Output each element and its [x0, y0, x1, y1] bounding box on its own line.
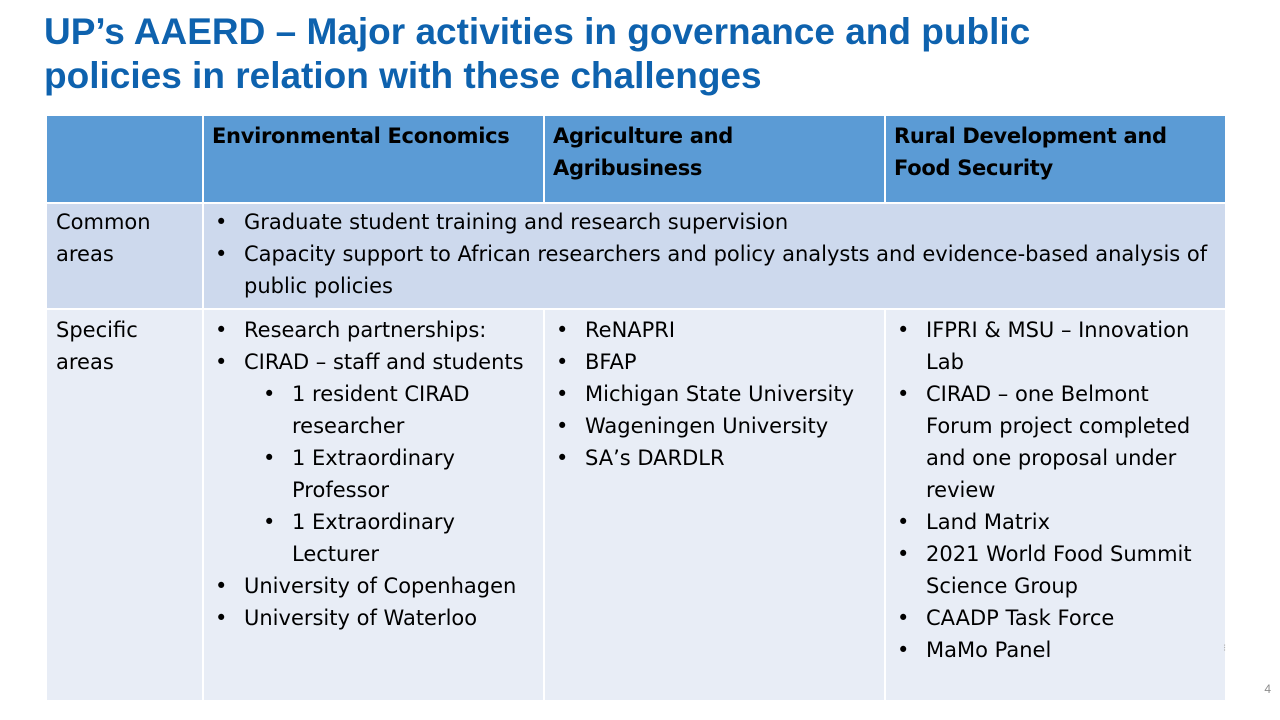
list-item: BFAP [553, 346, 876, 378]
rural-list: IFPRI & MSU – Innovation LabCIRAD – one … [894, 314, 1217, 666]
common-areas-row: Common areas Graduate student training a… [45, 202, 1227, 310]
list-item: IFPRI & MSU – Innovation Lab [894, 314, 1217, 378]
list-item: SA’s DARDLR [553, 442, 876, 474]
env-econ-list: Research partnerships:CIRAD – staff and … [212, 314, 535, 634]
agri-cell: ReNAPRIBFAPMichigan State UniversityWage… [543, 308, 886, 702]
list-item: CAADP Task Force [894, 602, 1217, 634]
table-header-row: Environmental Economics Agriculture and … [45, 114, 1227, 204]
activities-table: Environmental Economics Agriculture and … [45, 114, 1227, 702]
list-item: Land Matrix [894, 506, 1217, 538]
agri-list: ReNAPRIBFAPMichigan State UniversityWage… [553, 314, 876, 474]
sub-list-item: 1 resident CIRAD researcher [212, 378, 535, 442]
list-item: Michigan State University [553, 378, 876, 410]
header-cell-empty [45, 114, 204, 204]
header-environmental-economics: Environmental Economics [202, 114, 545, 204]
list-item: MaMo Panel [894, 634, 1217, 666]
edge-dots: ⁝ [1223, 643, 1227, 654]
list-item: University of Copenhagen [212, 570, 535, 602]
slide-title: UP’s AAERD – Major activities in governa… [44, 10, 1244, 98]
slide-title-line-1: UP’s AAERD – Major activities in governa… [44, 11, 1031, 52]
list-item: Graduate student training and research s… [212, 206, 1217, 238]
slide-title-line-2: policies in relation with these challeng… [44, 55, 762, 96]
specific-areas-row: Specific areas Research partnerships:CIR… [45, 308, 1227, 702]
common-areas-list: Graduate student training and research s… [212, 206, 1217, 302]
common-areas-label: Common areas [45, 202, 204, 310]
list-item: CIRAD – one Belmont Forum project comple… [894, 378, 1217, 506]
list-item: University of Waterloo [212, 602, 535, 634]
sub-list-item: 1 Extraordinary Lecturer [212, 506, 535, 570]
page-number: 4 [1264, 682, 1271, 696]
list-item: Wageningen University [553, 410, 876, 442]
common-areas-cell: Graduate student training and research s… [202, 202, 1227, 310]
list-item: ReNAPRI [553, 314, 876, 346]
header-rural-development: Rural Development and Food Security [884, 114, 1227, 204]
sub-list-item: 1 Extraordinary Professor [212, 442, 535, 506]
rural-cell: IFPRI & MSU – Innovation LabCIRAD – one … [884, 308, 1227, 702]
list-item: 2021 World Food Summit Science Group [894, 538, 1217, 602]
env-econ-cell: Research partnerships:CIRAD – staff and … [202, 308, 545, 702]
specific-areas-label: Specific areas [45, 308, 204, 702]
list-item: CIRAD – staff and students [212, 346, 535, 378]
list-item: Research partnerships: [212, 314, 535, 346]
header-agriculture-agribusiness: Agriculture and Agribusiness [543, 114, 886, 204]
list-item: Capacity support to African researchers … [212, 238, 1217, 302]
